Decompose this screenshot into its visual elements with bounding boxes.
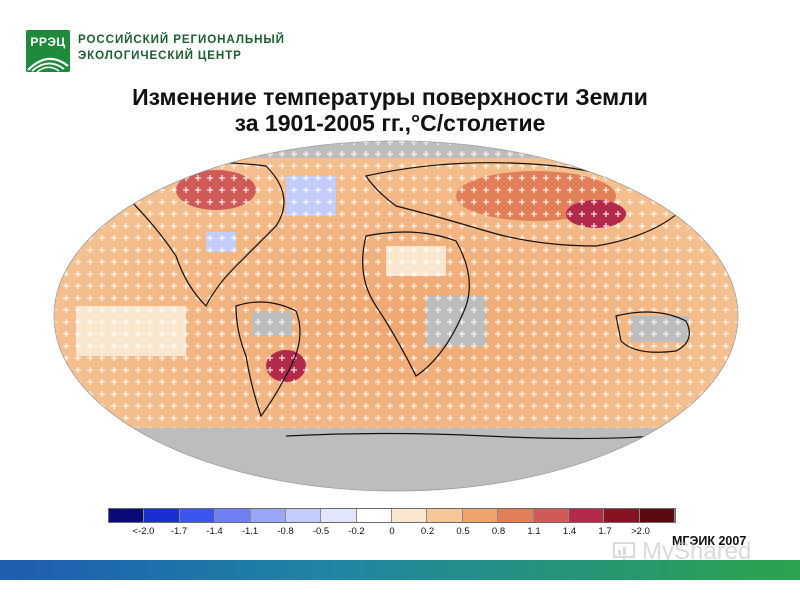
color-scale-label: 1.7 bbox=[598, 526, 612, 537]
slide-title: Изменение температуры поверхности Земли … bbox=[40, 84, 740, 136]
continent-outlines bbox=[125, 162, 690, 440]
organization-name-line1: РОССИЙСКИЙ РЕГИОНАЛЬНЫЙ bbox=[78, 33, 285, 46]
color-scale-label: 1.1 bbox=[527, 526, 541, 537]
south-america-outline bbox=[235, 301, 301, 418]
temperature-change-map bbox=[53, 140, 739, 492]
australia-outline bbox=[615, 311, 690, 353]
color-scale-swatch bbox=[179, 509, 216, 522]
color-scale-swatch bbox=[356, 509, 392, 522]
color-scale-swatch bbox=[568, 509, 605, 522]
color-scale-swatch bbox=[392, 509, 428, 522]
color-scale-swatch bbox=[498, 509, 534, 522]
slide-title-line1: Изменение температуры поверхности Земли bbox=[132, 84, 648, 110]
color-scale-swatch bbox=[639, 509, 675, 522]
no-data-southern-ocean bbox=[54, 428, 738, 491]
source-credit: МГЭИК 2007 bbox=[672, 534, 747, 548]
logo-mark: РРЭЦ bbox=[26, 30, 70, 72]
color-scale-swatch bbox=[250, 509, 286, 522]
eurasia-outline bbox=[365, 162, 687, 247]
organization-logo: РРЭЦ РОССИЙСКИЙ РЕГИОНАЛЬНЫЙ ЭКОЛОГИЧЕСК… bbox=[26, 30, 316, 76]
color-scale-swatch bbox=[109, 509, 145, 522]
slide-title-line2: за 1901-2005 гг.,°С/столетие bbox=[234, 110, 546, 136]
color-scale-swatch bbox=[285, 509, 322, 522]
antarctica-outline bbox=[285, 432, 657, 440]
logo-arcs-icon bbox=[27, 57, 69, 72]
color-scale-label: -1.4 bbox=[206, 526, 223, 537]
color-scale-bar bbox=[108, 508, 676, 523]
color-scale-swatch bbox=[604, 509, 640, 522]
color-scale-labels: <-2.0 -1.7 -1.4 -1.1 -0.8 -0.5 -0.2 0 0.2 0.5 0.8 1… bbox=[108, 526, 676, 540]
color-scale-label: -0.5 bbox=[312, 526, 330, 537]
color-scale-label: 0.5 bbox=[456, 526, 470, 537]
color-scale-label: -0.8 bbox=[277, 526, 294, 537]
organization-name: РОССИЙСКИЙ РЕГИОНАЛЬНЫЙ ЭКОЛОГИЧЕСКИЙ ЦЕ… bbox=[78, 32, 285, 64]
color-scale-label: 0.8 bbox=[491, 526, 506, 537]
color-scale-swatch bbox=[321, 509, 357, 522]
organization-name-line2: ЭКОЛОГИЧЕСКИЙ ЦЕНТР bbox=[78, 49, 242, 62]
logo-abbreviation: РРЭЦ bbox=[30, 35, 66, 49]
color-scale-swatch bbox=[427, 509, 463, 522]
color-scale-label: >2.0 bbox=[631, 526, 650, 537]
color-scale-label: 1.4 bbox=[562, 526, 577, 537]
grid-markers bbox=[54, 141, 738, 428]
color-scale-swatch bbox=[144, 509, 180, 522]
africa-outline bbox=[362, 231, 470, 377]
color-scale-label: <-2.0 bbox=[132, 526, 155, 537]
globe-border bbox=[53, 140, 739, 492]
color-scale-label: -1.7 bbox=[170, 526, 188, 537]
color-scale-legend: <-2.0 -1.7 -1.4 -1.1 -0.8 -0.5 -0.2 0 0.2 0.5 0.8 1… bbox=[108, 508, 676, 542]
color-scale-label: -0.2 bbox=[348, 526, 365, 537]
color-scale-swatch bbox=[533, 509, 569, 522]
footer-stripe bbox=[0, 560, 800, 580]
color-scale-label: -1.1 bbox=[241, 526, 259, 537]
color-scale-label: 0.2 bbox=[420, 526, 435, 537]
color-scale-swatch bbox=[215, 509, 251, 522]
color-scale-swatch bbox=[462, 509, 499, 522]
color-scale-label: 0 bbox=[389, 526, 395, 537]
north-america-outline bbox=[125, 162, 285, 308]
